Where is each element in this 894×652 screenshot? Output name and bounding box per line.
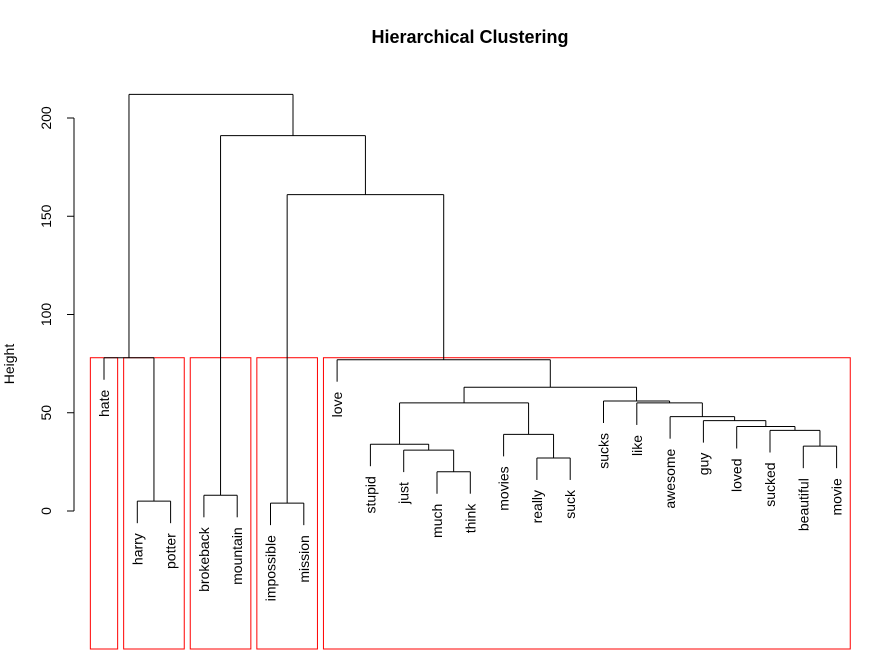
leaf-label-much: much bbox=[429, 504, 445, 538]
y-axis: 0 50 100 150 200 bbox=[38, 106, 75, 515]
leaf-label-suck: suck bbox=[562, 489, 578, 519]
leaf-label-stupid: stupid bbox=[362, 476, 378, 513]
leaf-label-really: really bbox=[529, 490, 545, 523]
leaf-label-sucks: sucks bbox=[596, 433, 612, 469]
cluster-box bbox=[322, 357, 851, 650]
leaf-labels: hate harry potter brokeback mountain impossib… bbox=[96, 390, 845, 602]
leaf-label-love: love bbox=[329, 391, 345, 417]
dendrogram-links bbox=[103, 93, 838, 526]
leaf-label-movies: movies bbox=[496, 466, 512, 510]
leaf-label-harry: harry bbox=[129, 533, 145, 565]
leaf-label-brokeback: brokeback bbox=[196, 526, 212, 592]
chart-title: Hierarchical Clustering bbox=[371, 27, 568, 47]
leaf-label-sucked: sucked bbox=[762, 462, 778, 506]
y-tick-label: 100 bbox=[38, 303, 54, 327]
y-tick-label: 200 bbox=[38, 106, 54, 130]
y-axis-label: Height bbox=[1, 344, 17, 385]
leaf-label-awesome: awesome bbox=[662, 448, 678, 508]
leaf-label-beautiful: beautiful bbox=[795, 478, 811, 531]
leaf-label-loved: loved bbox=[729, 459, 745, 492]
leaf-label-impossible: impossible bbox=[263, 535, 279, 601]
leaf-label-just: just bbox=[396, 482, 412, 505]
y-tick-label: 50 bbox=[38, 405, 54, 421]
leaf-label-movie: movie bbox=[829, 478, 845, 516]
y-tick-label: 0 bbox=[38, 507, 54, 515]
y-tick-label: 150 bbox=[38, 204, 54, 228]
leaf-label-hate: hate bbox=[96, 390, 112, 417]
leaf-label-think: think bbox=[462, 503, 478, 534]
leaf-label-potter: potter bbox=[163, 533, 179, 569]
leaf-label-mountain: mountain bbox=[229, 527, 245, 585]
leaf-label-mission: mission bbox=[296, 535, 312, 582]
cluster-boxes bbox=[89, 357, 851, 650]
leaf-label-guy: guy bbox=[695, 453, 711, 476]
leaf-label-like: like bbox=[629, 435, 645, 456]
